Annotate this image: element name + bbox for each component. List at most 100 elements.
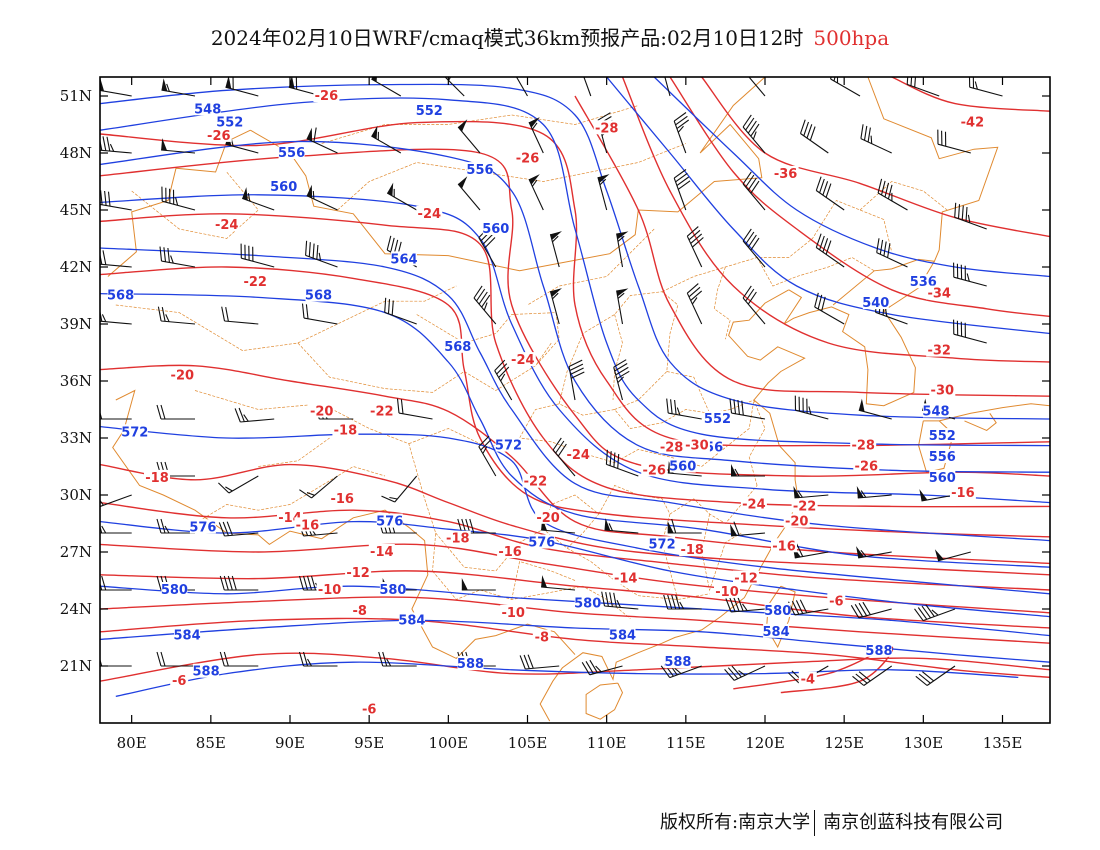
contour-label-bg: [379, 582, 406, 596]
lat-tick-label: 27N: [60, 543, 92, 561]
height-contour: [115, 661, 1019, 698]
contour-label-bg: [609, 627, 636, 642]
contour-label-bg: [457, 656, 484, 671]
contour-label-bg: [497, 544, 524, 558]
axes: 80E 85E 90E 95E 100E 105E 110E 115E 120E 125E 130E…: [60, 77, 1050, 752]
wind-barb: [686, 283, 703, 325]
wind-barb: [856, 486, 892, 499]
province-border: [194, 466, 386, 524]
contour-label-bg: [528, 534, 555, 549]
wind-barb: [371, 125, 402, 154]
wind-barb: [519, 654, 560, 670]
temperature-label: -8: [535, 631, 549, 646]
contour-label-bg: [641, 462, 668, 477]
lon-tick-label: 120E: [745, 734, 785, 752]
contour-label-bg: [316, 582, 343, 596]
contour-label-bg: [612, 570, 639, 585]
height-contour: [100, 292, 1050, 568]
contour-label-bg: [926, 342, 953, 357]
contour-label-bg: [764, 602, 791, 617]
temperature-label: -10: [318, 583, 342, 598]
height-contour: [100, 140, 1050, 473]
temperature-contour: [100, 501, 1050, 591]
lon-tick-label: 90E: [275, 734, 305, 752]
lon-tick-label: 115E: [666, 734, 706, 752]
lat-tick-label: 21N: [60, 657, 92, 675]
temperature-label: -24: [215, 218, 239, 233]
temperature-label: -4: [801, 672, 815, 687]
wind-barb: [218, 521, 259, 537]
contour-label-bg: [910, 274, 937, 289]
lat-tick-label: 24N: [60, 600, 92, 618]
height-label: 560: [270, 180, 297, 195]
contour-label-bg: [416, 205, 443, 220]
temperature-contour: [100, 120, 1050, 447]
contour-label-bg: [332, 422, 359, 437]
wind-barb: [597, 174, 610, 211]
wind-barb: [613, 359, 630, 401]
wind-barb: [100, 575, 132, 591]
province-border: [612, 314, 623, 401]
wind-barb: [673, 112, 690, 154]
wind-barb: [100, 190, 132, 211]
temperature-label: -26: [207, 129, 231, 144]
wind-barb: [568, 359, 585, 401]
height-label: 548: [194, 102, 221, 117]
wind-barb: [552, 437, 576, 477]
contour-label-bg: [121, 424, 148, 439]
contour-label-bg: [194, 101, 221, 116]
wind-barb: [663, 594, 702, 610]
wind-barb: [156, 518, 195, 534]
contour-label-bg: [929, 382, 956, 397]
temperature-label: -28: [851, 439, 875, 454]
height-contour: [606, 77, 1050, 335]
wind-barb: [305, 240, 338, 268]
height-label: 568: [305, 289, 332, 304]
wind-barb: [549, 288, 562, 325]
wind-barb: [616, 288, 629, 325]
wind-barb: [156, 651, 195, 667]
province-border: [297, 342, 552, 393]
wind-barb: [934, 549, 971, 562]
temperature-label: -36: [774, 167, 798, 182]
wind-barb: [219, 651, 259, 667]
temperature-contour: [669, 77, 1050, 318]
wind-barb: [742, 285, 766, 325]
temperature-label: -42: [961, 116, 985, 131]
lat-tick-label: 42N: [60, 258, 92, 276]
height-label: 552: [216, 116, 243, 131]
wind-barb: [666, 398, 702, 420]
copyright-footer: 版权所有:南京大学 南京创蓝科技有限公司: [660, 808, 1003, 836]
temperature-label: -16: [296, 518, 320, 533]
temperature-label: -24: [742, 498, 766, 513]
contour-label-bg: [565, 447, 592, 462]
wind-barb: [371, 77, 402, 97]
wind-barb: [478, 435, 497, 477]
contour-label-bg: [500, 604, 527, 619]
contour-label-bg: [791, 498, 818, 513]
wind-barb: [604, 518, 639, 534]
contour-label-bg: [733, 570, 759, 585]
lon-tick-label: 130E: [904, 734, 944, 752]
wind-barb: [937, 129, 971, 154]
contour-label-bg: [827, 593, 846, 608]
contour-label-bg: [926, 285, 953, 300]
contour-label-bg: [308, 403, 335, 418]
contour-label-bg: [170, 673, 189, 688]
contour-label-bg: [649, 536, 676, 551]
temperature-label: -16: [772, 539, 796, 554]
contour-label-bg: [683, 437, 710, 452]
country-border: [112, 389, 576, 660]
temperature-label: -6: [172, 674, 186, 689]
lat-tick-label: 51N: [60, 87, 92, 105]
province-border: [661, 200, 893, 293]
temperature-contour: [100, 364, 1050, 565]
height-label: 552: [929, 429, 956, 444]
wind-barb: [748, 77, 766, 97]
temperature-contour: [100, 213, 1050, 508]
wind-barb: [915, 665, 956, 686]
lon-tick-label: 125E: [824, 734, 864, 752]
wind-barb: [473, 285, 497, 325]
wind-barb: [601, 591, 639, 610]
wind-barb: [161, 186, 196, 211]
